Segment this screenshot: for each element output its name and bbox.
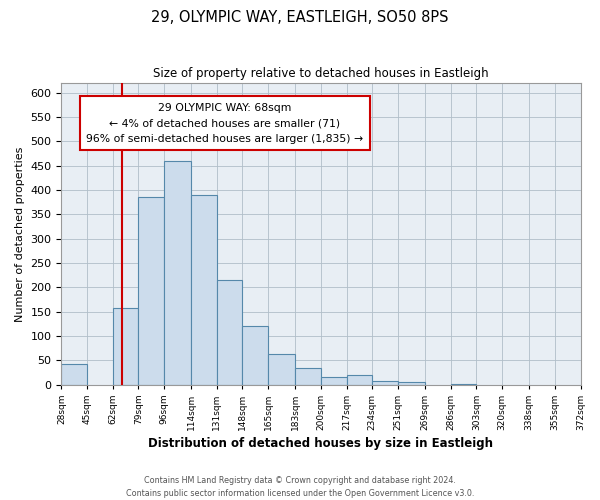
Bar — [398, 382, 425, 384]
X-axis label: Distribution of detached houses by size in Eastleigh: Distribution of detached houses by size … — [148, 437, 493, 450]
Text: 29, OLYMPIC WAY, EASTLEIGH, SO50 8PS: 29, OLYMPIC WAY, EASTLEIGH, SO50 8PS — [151, 10, 449, 25]
Bar — [347, 375, 372, 384]
Bar — [139, 198, 164, 384]
Text: Contains HM Land Registry data © Crown copyright and database right 2024.
Contai: Contains HM Land Registry data © Crown c… — [126, 476, 474, 498]
Bar — [268, 354, 295, 384]
Title: Size of property relative to detached houses in Eastleigh: Size of property relative to detached ho… — [153, 68, 489, 80]
Text: 29 OLYMPIC WAY: 68sqm
← 4% of detached houses are smaller (71)
96% of semi-detac: 29 OLYMPIC WAY: 68sqm ← 4% of detached h… — [86, 102, 364, 144]
Bar — [217, 280, 242, 384]
Bar — [242, 326, 268, 384]
Y-axis label: Number of detached properties: Number of detached properties — [15, 146, 25, 322]
Bar — [372, 381, 398, 384]
Bar — [321, 378, 347, 384]
Bar — [61, 364, 87, 384]
Bar — [113, 308, 139, 384]
Bar — [295, 368, 321, 384]
Bar — [191, 195, 217, 384]
Bar — [164, 161, 191, 384]
